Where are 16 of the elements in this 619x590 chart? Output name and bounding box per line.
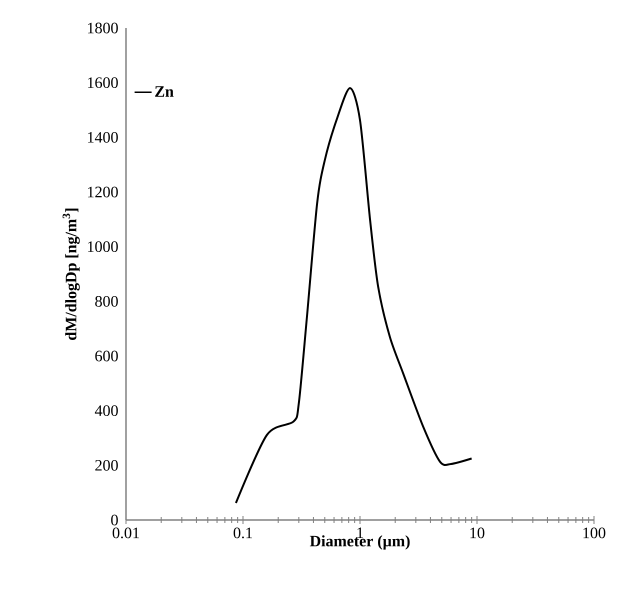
y-tick-label: 1000	[88, 241, 118, 252]
y-tick-label: 400	[94, 405, 118, 416]
y-axis-title: dM/dlogDp [ng/m$^{3}$]	[62, 208, 80, 340]
y-tick-label: 200	[95, 460, 118, 471]
y-tick-label: 0	[111, 514, 118, 526]
y-tick-label: 600	[95, 350, 118, 362]
legend-label: Zn	[155, 86, 174, 97]
x-tick-label: 0.1	[234, 528, 252, 538]
y-tick-label: 1400	[88, 132, 118, 143]
y-tick-label: 1600	[88, 77, 118, 88]
x-tick-label: 10	[470, 528, 484, 538]
x-tick-label: 100	[583, 528, 606, 538]
y-tick-label: 1200	[88, 186, 118, 198]
x-tick-label: 0.01	[112, 528, 139, 538]
y-tick-label: 800	[95, 296, 118, 307]
y-tick-label: 1800	[88, 22, 118, 34]
